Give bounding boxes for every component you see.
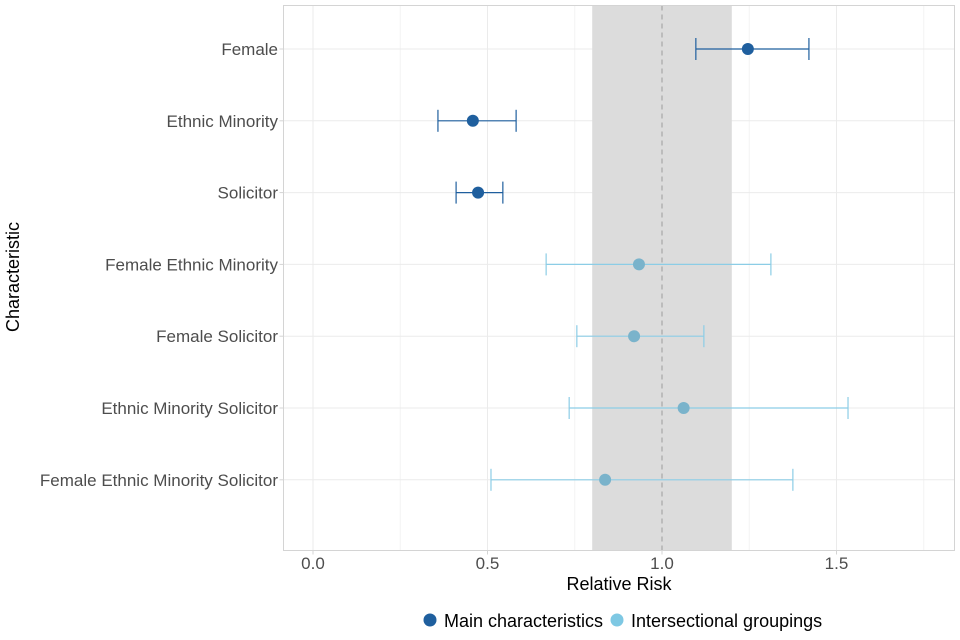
x-tick-label: 0.5 (476, 554, 500, 573)
error-bar (576, 325, 705, 348)
point-estimate (677, 402, 690, 414)
y-tick-label: Ethnic Minority (167, 112, 279, 131)
x-axis-title: Relative Risk (566, 574, 672, 594)
point-estimate (599, 473, 612, 486)
legend: Main characteristics Intersectional grou… (423, 611, 822, 631)
y-axis-title: Characteristic (3, 222, 23, 332)
error-bar (545, 253, 772, 276)
error-bars (437, 38, 849, 491)
y-tick-label: Ethnic Minority Solicitor (101, 399, 278, 418)
legend-label-main: Main characteristics (444, 611, 603, 631)
legend-marker-intersectional (610, 613, 624, 627)
y-tick-label: Female Ethnic Minority (105, 255, 278, 274)
point-estimate (472, 186, 485, 199)
point-estimate (632, 258, 645, 271)
x-axis-labels: 0.0 0.5 1.0 1.5 (301, 550, 849, 573)
points (466, 43, 754, 486)
panel-border (283, 5, 955, 551)
y-tick-label: Female (221, 40, 278, 59)
error-bar (490, 468, 794, 491)
x-tick-label: 0.0 (301, 554, 325, 573)
minor-gridlines (399, 5, 925, 551)
error-bar (568, 397, 849, 419)
y-tick-label: Female Solicitor (156, 327, 278, 346)
legend-marker-main (423, 613, 437, 627)
point-estimate (628, 330, 641, 343)
legend-label-intersectional: Intersectional groupings (631, 611, 822, 631)
point-estimate (741, 43, 754, 55)
x-tick-label: 1.5 (825, 554, 849, 573)
y-axis-labels: Female Ethnic Minority Solicitor Female Eth… (40, 40, 279, 490)
y-tick-label: Solicitor (218, 184, 279, 203)
y-axis-ticks (279, 48, 284, 481)
y-tick-label: Female Ethnic Minority Solicitor (40, 471, 278, 490)
point-estimate (466, 114, 479, 127)
x-tick-label: 1.0 (650, 554, 674, 573)
